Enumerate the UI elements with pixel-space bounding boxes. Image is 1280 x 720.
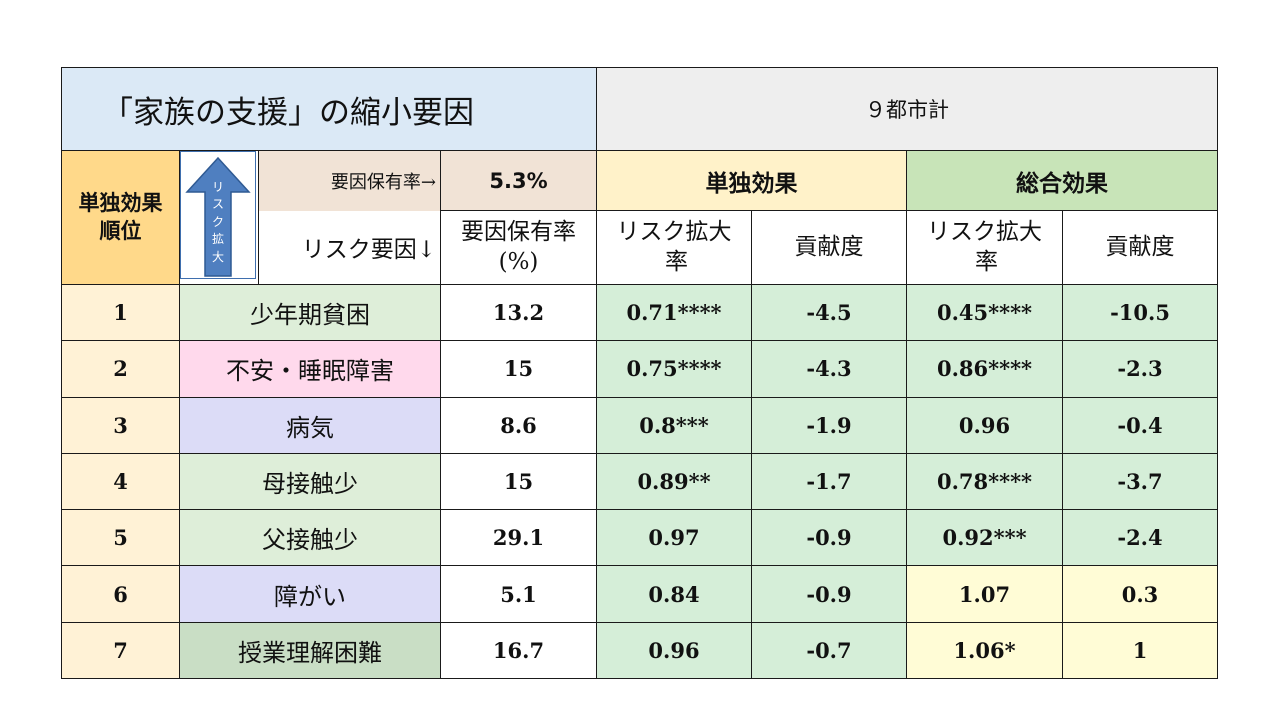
rank-header-line1: 単独効果: [78, 191, 163, 216]
solo-risk-cell: 0.97: [596, 509, 752, 567]
total-risk-cell: 1.06*: [906, 621, 1063, 680]
total-risk-cell: 0.92***: [906, 509, 1063, 567]
table-row: 7 授業理解困難 16.7 0.96 -0.7 1.06* 1: [61, 621, 1218, 680]
rank-cell: 4: [61, 452, 180, 511]
rank-header-line2: 順位: [99, 218, 142, 243]
rate-cell: 15: [440, 452, 597, 511]
solo-risk-cell: 0.75****: [596, 340, 752, 398]
total-contrib-cell: -0.4: [1062, 396, 1218, 454]
total-effect-header: 総合効果: [906, 150, 1218, 211]
factor-cell: 授業理解困難: [179, 621, 441, 680]
solo-contrib-cell: -0.7: [751, 621, 907, 680]
total-contrib-cell: -3.7: [1062, 452, 1218, 511]
rate-cell: 29.1: [440, 509, 597, 567]
rate-cell: 16.7: [440, 621, 597, 680]
table-row: 5 父接触少 29.1 0.97 -0.9 0.92*** -2.4: [61, 509, 1218, 567]
solo-contrib-cell: -0.9: [751, 509, 907, 567]
solo-risk-cell: 0.96: [596, 621, 752, 680]
factor-table: 「家族の支援」の縮小要因 ９都市計 単独効果 順位 リ ス ク 拡: [61, 67, 1218, 680]
solo-risk-cell: 0.8***: [596, 396, 752, 454]
total-risk-cell: 0.96: [906, 396, 1063, 454]
total-risk-cell: 0.78****: [906, 452, 1063, 511]
table-row: 1 少年期貧困 13.2 0.71**** -4.5 0.45**** -10.5: [61, 283, 1218, 342]
region-label: ９都市計: [596, 67, 1218, 151]
solo-contrib-cell: -1.7: [751, 452, 907, 511]
rate-cell: 8.6: [440, 396, 597, 454]
overall-rate: 5.3%: [440, 150, 597, 211]
solo-contrib-cell: -0.9: [751, 565, 907, 623]
total-risk-cell: 0.86****: [906, 340, 1063, 398]
rate-cell: 15: [440, 340, 597, 398]
total-risk-header: リスク拡大率: [906, 210, 1063, 285]
total-risk-cell: 1.07: [906, 565, 1063, 623]
rank-cell: 5: [61, 509, 180, 567]
solo-risk-cell: 0.71****: [596, 283, 752, 342]
factor-cell: 障がい: [179, 565, 441, 623]
rate-column-header: 要因保有率 (%): [440, 210, 597, 285]
total-contrib-cell: -2.3: [1062, 340, 1218, 398]
solo-risk-cell: 0.89**: [596, 452, 752, 511]
table-row: 3 病気 8.6 0.8*** -1.9 0.96 -0.4: [61, 396, 1218, 454]
rate-cell: 13.2: [440, 283, 597, 342]
solo-contrib-cell: -1.9: [751, 396, 907, 454]
solo-risk-cell: 0.84: [596, 565, 752, 623]
solo-risk-header: リスク拡大率: [596, 210, 752, 285]
factor-cell: 病気: [179, 396, 441, 454]
table-row: 2 不安・睡眠障害 15 0.75**** -4.3 0.86**** -2.3: [61, 340, 1218, 398]
table-title: 「家族の支援」の縮小要因: [61, 67, 597, 151]
table-row: 4 母接触少 15 0.89** -1.7 0.78**** -3.7: [61, 452, 1218, 511]
rank-cell: 7: [61, 621, 180, 680]
total-contrib-header: 貢献度: [1062, 210, 1218, 285]
solo-contrib-cell: -4.5: [751, 283, 907, 342]
factor-cell: 少年期貧困: [179, 283, 441, 342]
factor-cell: 不安・睡眠障害: [179, 340, 441, 398]
risk-factor-label: リスク要因↓: [258, 210, 441, 285]
total-contrib-cell: -2.4: [1062, 509, 1218, 567]
rank-cell: 3: [61, 396, 180, 454]
rate-cell: 5.1: [440, 565, 597, 623]
rank-cell: 1: [61, 283, 180, 342]
rank-cell: 2: [61, 340, 180, 398]
total-risk-cell: 0.45****: [906, 283, 1063, 342]
factor-cell: 母接触少: [179, 452, 441, 511]
rate-label-top: 要因保有率→: [258, 150, 441, 211]
rank-header: 単独効果 順位: [61, 150, 180, 285]
total-contrib-cell: 0.3: [1062, 565, 1218, 623]
risk-arrow-cell: リ ス ク 拡 大: [179, 150, 259, 285]
solo-contrib-cell: -4.3: [751, 340, 907, 398]
up-arrow-icon: リ ス ク 拡 大: [180, 151, 256, 279]
total-contrib-cell: -10.5: [1062, 283, 1218, 342]
total-contrib-cell: 1: [1062, 621, 1218, 680]
arrow-label: リ ス ク 拡 大: [211, 180, 224, 264]
rank-cell: 6: [61, 565, 180, 623]
table-row: 6 障がい 5.1 0.84 -0.9 1.07 0.3: [61, 565, 1218, 623]
solo-effect-header: 単独効果: [596, 150, 907, 211]
factor-cell: 父接触少: [179, 509, 441, 567]
solo-contrib-header: 貢献度: [751, 210, 907, 285]
